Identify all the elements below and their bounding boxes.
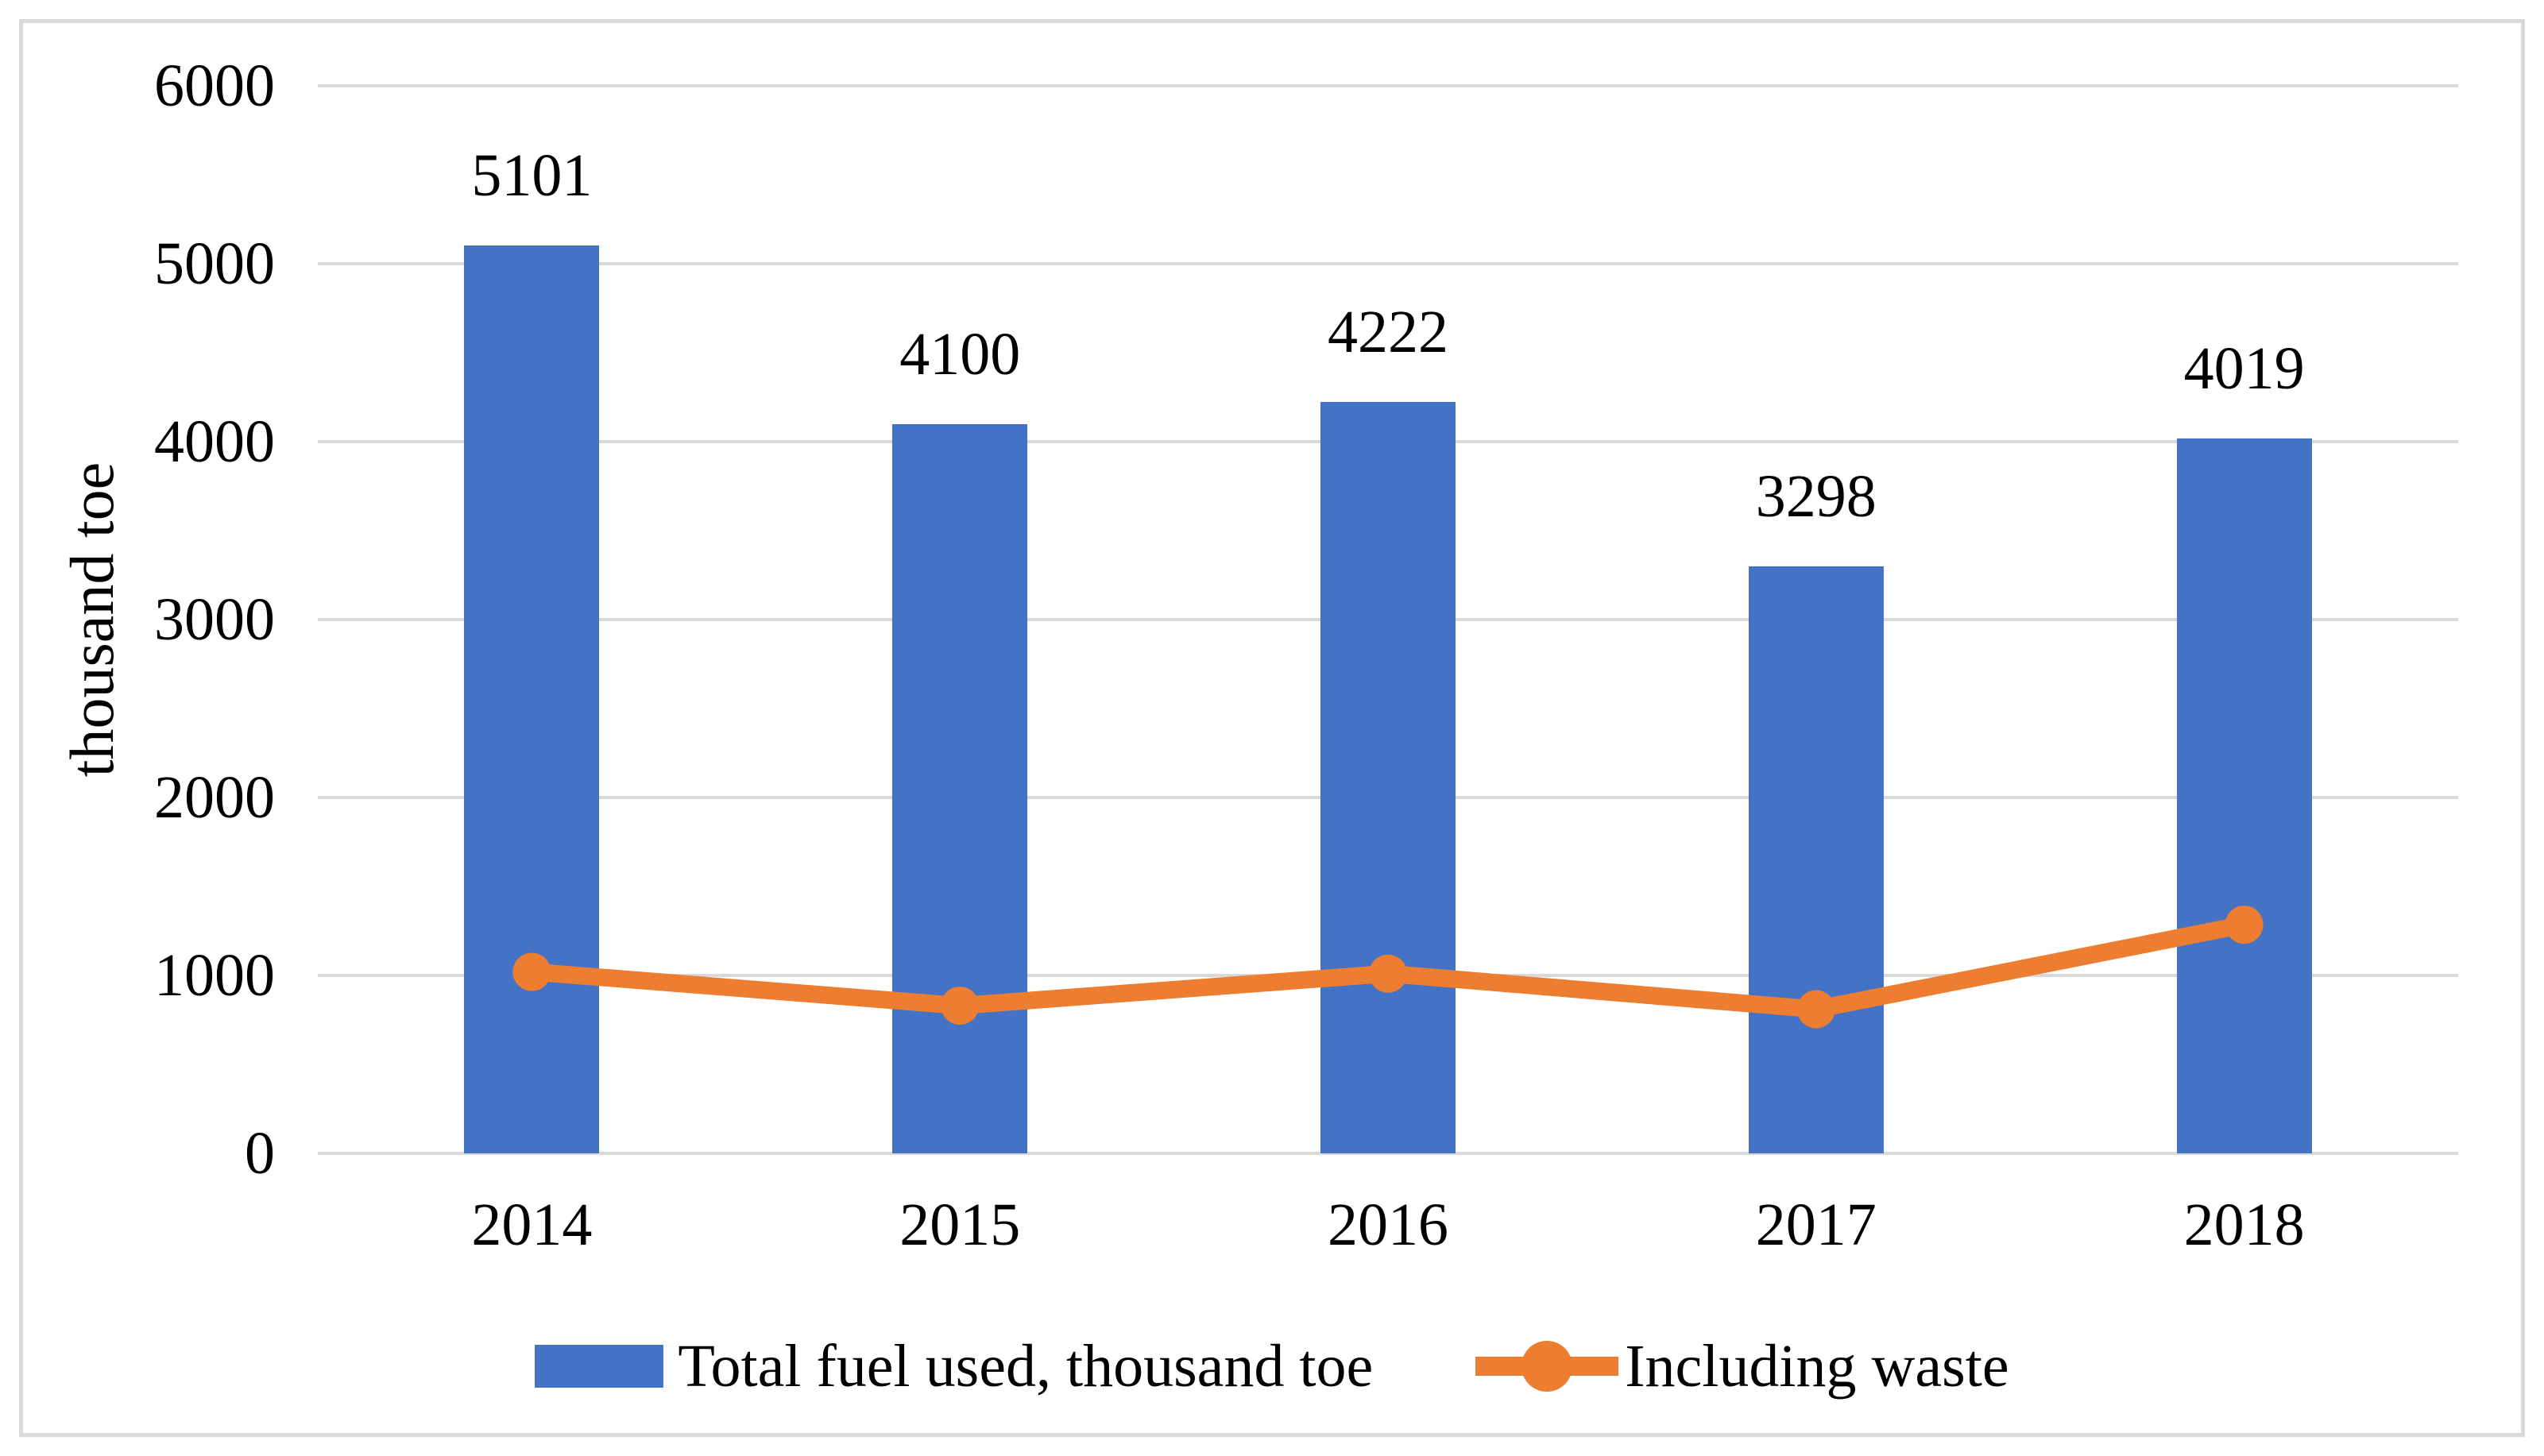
bar-value-label: 4019: [2183, 334, 2305, 402]
legend-item-total-fuel: Total fuel used, thousand toe: [535, 1332, 1373, 1401]
line-series-layer: [512, 906, 2264, 1029]
x-axis-tick-label: 2017: [1755, 1191, 1877, 1258]
line-marker-icon: [512, 952, 551, 991]
legend-bar-swatch: [535, 1345, 664, 1388]
bar-2014: [464, 245, 600, 1153]
line-marker-icon: [1369, 954, 1407, 993]
line-marker-icon: [1796, 990, 1835, 1029]
gridline-0: [318, 1152, 2458, 1155]
legend-label-including-waste: Including waste: [1625, 1332, 2009, 1400]
bar-value-label: 3298: [1755, 463, 1877, 531]
y-axis-tick-label: 4000: [154, 408, 275, 475]
legend: Total fuel used, thousand toe Including …: [0, 1320, 2544, 1412]
y-axis-tick-label: 1000: [154, 942, 275, 1009]
bar-2015: [892, 423, 1028, 1153]
bar-2017: [1748, 566, 1884, 1153]
x-axis-tick-label: 2014: [471, 1191, 593, 1258]
legend-line-swatch: [1475, 1341, 1619, 1392]
legend-label-total-fuel: Total fuel used, thousand toe: [678, 1332, 1374, 1400]
bar-2018: [2176, 438, 2312, 1153]
legend-line-marker-icon: [1521, 1341, 1573, 1392]
y-axis-tick-label: 2000: [154, 764, 275, 831]
legend-item-including-waste: Including waste: [1475, 1332, 2009, 1401]
y-axis-tick-label: 3000: [154, 586, 275, 653]
bar-value-label: 5101: [471, 142, 593, 210]
y-axis-tick-label: 5000: [154, 230, 275, 297]
gridline-6000: [318, 84, 2458, 87]
x-axis-tick-label: 2015: [899, 1191, 1021, 1258]
line-marker-icon: [2225, 906, 2264, 944]
gridline-5000: [318, 262, 2458, 265]
x-axis-tick-label: 2018: [2183, 1191, 2305, 1258]
line-marker-icon: [941, 987, 980, 1025]
y-axis-tick-label: 6000: [154, 52, 275, 119]
bar-value-label: 4100: [899, 320, 1021, 388]
chart-frame: [19, 19, 2525, 1437]
plot-area: [318, 84, 2458, 1155]
bar-2016: [1320, 402, 1456, 1153]
x-axis-tick-label: 2016: [1328, 1191, 1448, 1258]
bar-value-label: 4222: [1328, 299, 1448, 366]
y-axis-tick-label: 0: [245, 1120, 275, 1187]
